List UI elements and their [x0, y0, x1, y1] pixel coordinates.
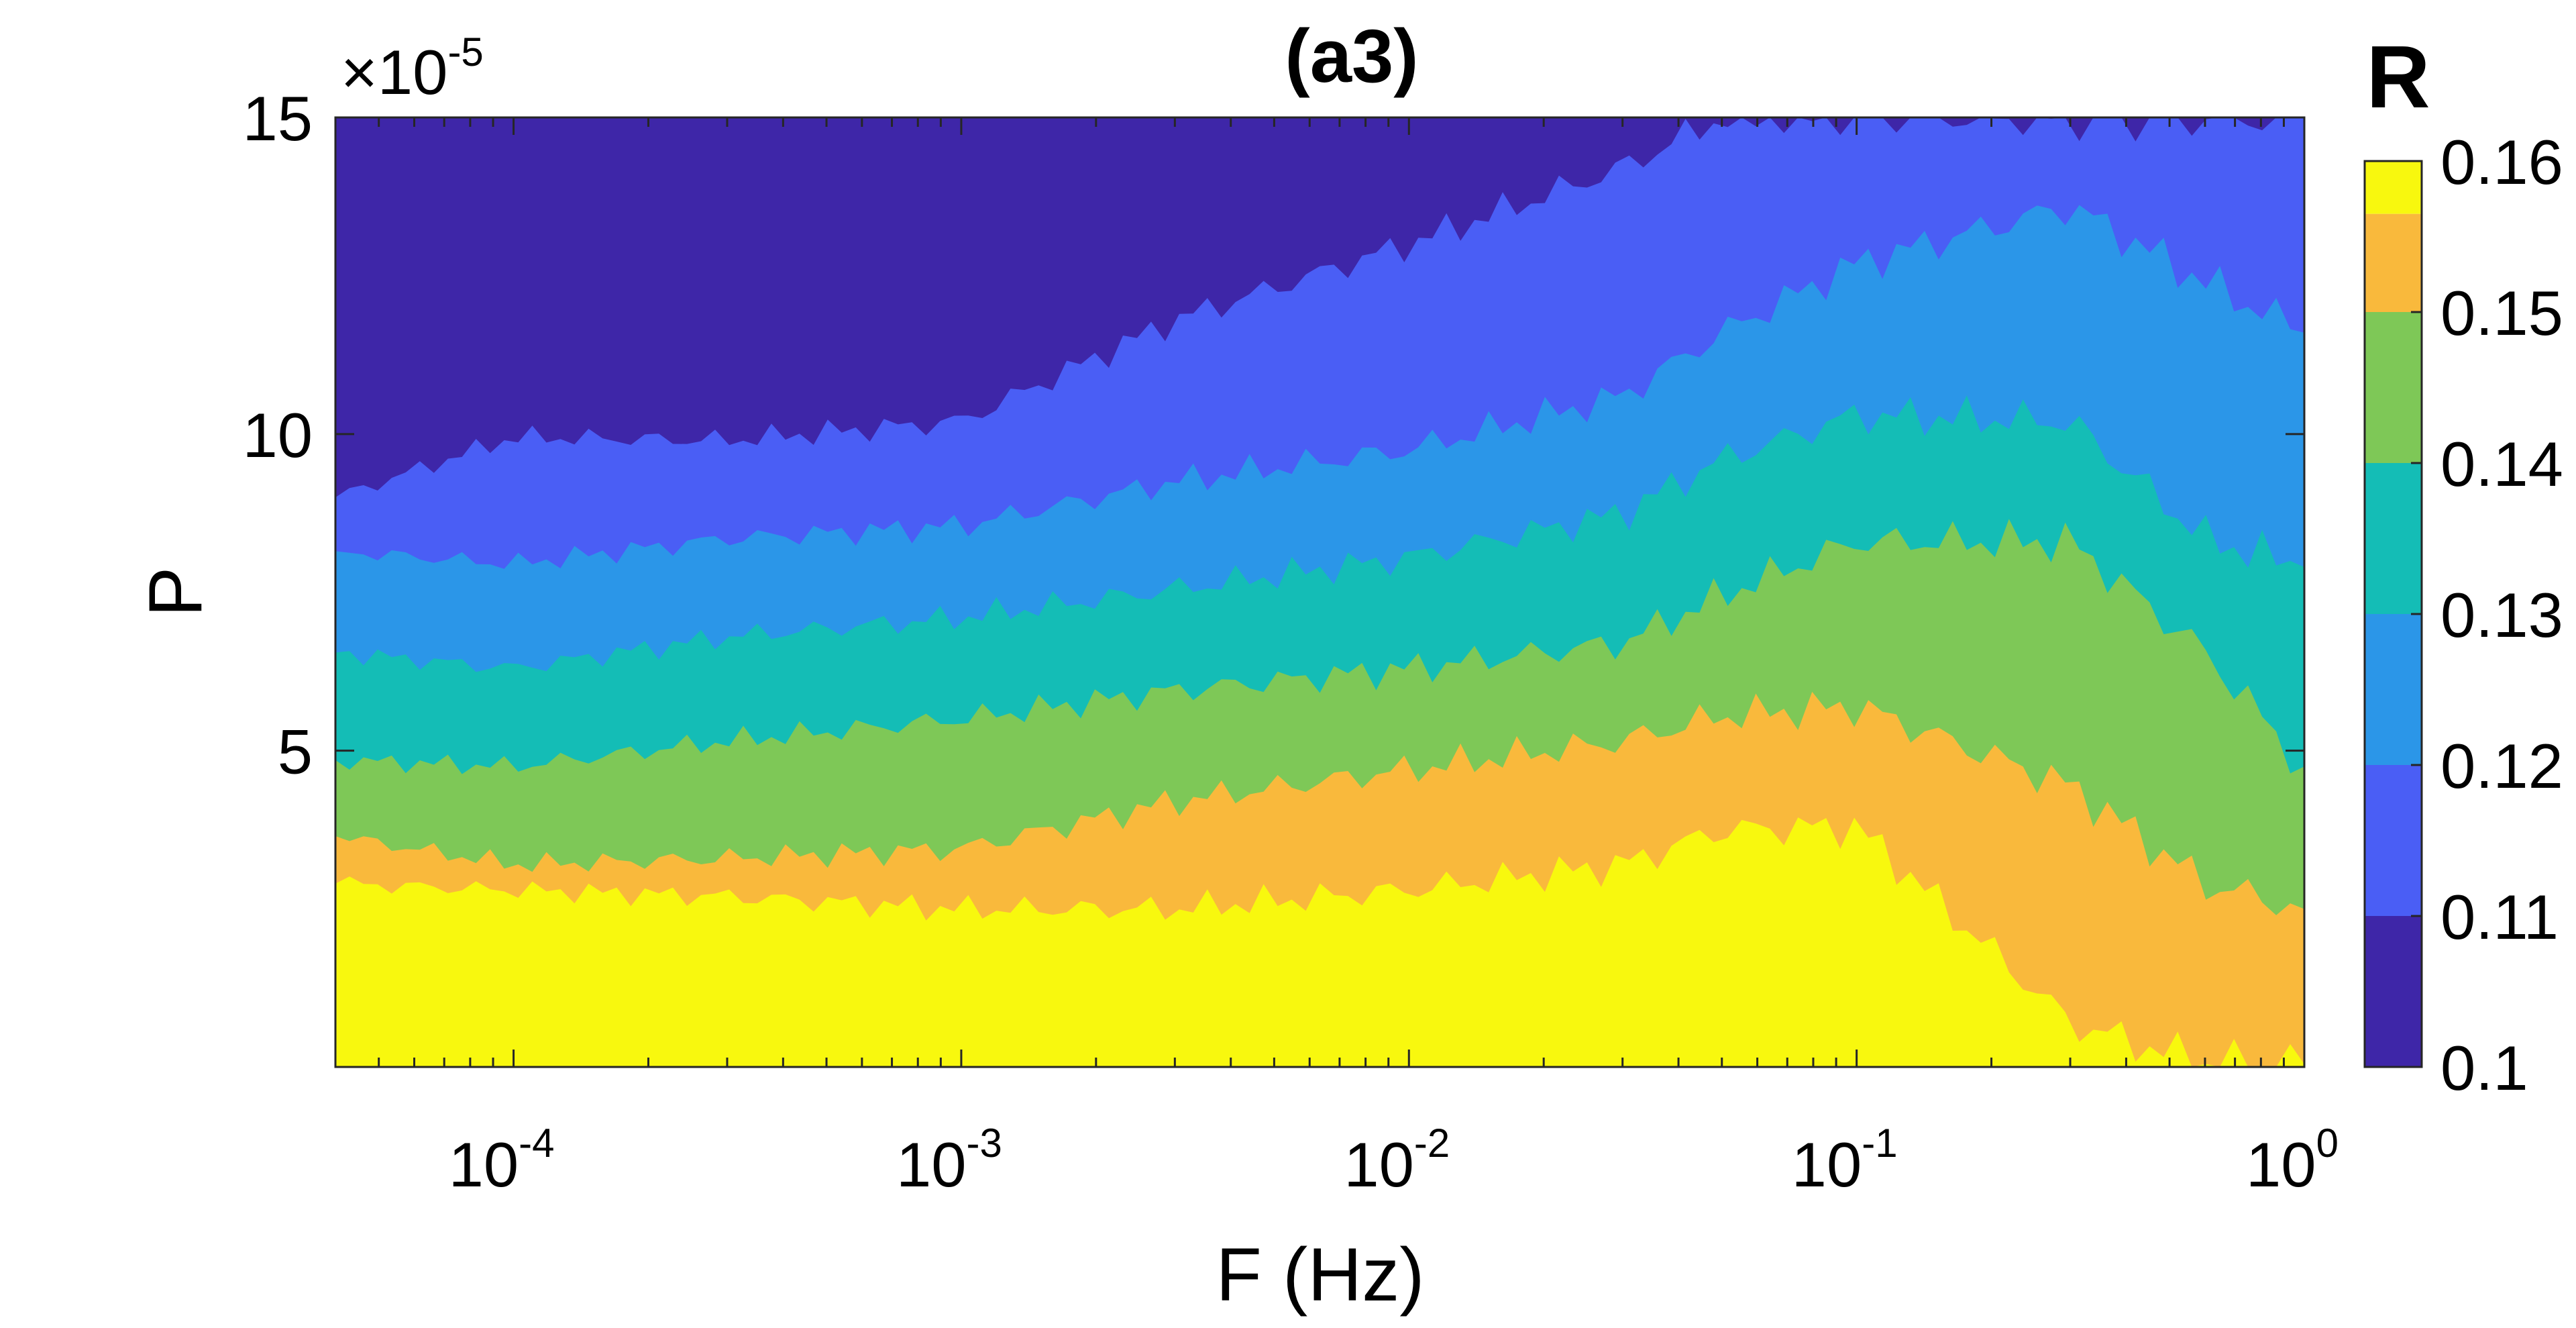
y-tick-label: 10 [242, 400, 313, 470]
colorbar-segment [2365, 463, 2422, 614]
colorbar-segment [2365, 765, 2422, 916]
x-tick-label: 10-1 [1792, 1121, 1898, 1200]
colorbar-segment-top [2365, 161, 2422, 214]
colorbar-segment [2365, 614, 2422, 765]
y-multiplier: ×10-5 [341, 30, 484, 107]
x-tick-label: 100 [2246, 1121, 2339, 1200]
colorbar-segment [2365, 213, 2422, 312]
x-axis-ticks: 10-4 10-3 10-2 10-1 100 [334, 117, 2339, 1200]
colorbar-tick-label: 0.12 [2440, 731, 2563, 801]
hotspot-3 [1270, 1015, 1316, 1067]
x-axis-label: F (Hz) [1216, 1233, 1424, 1317]
colorbar: 0.1 0.11 0.12 0.13 0.14 0.15 0.16 [2363, 127, 2563, 1103]
hotspot-6 [1656, 1021, 1702, 1057]
y-tick-label: 5 [278, 717, 313, 787]
colorbar-tick-label: 0.14 [2440, 429, 2563, 499]
colorbar-tick-label: 0.13 [2440, 580, 2563, 650]
hotspot-1 [914, 997, 989, 1056]
plot-frame [334, 116, 2306, 1068]
y-tick-label: 15 [242, 83, 313, 154]
colorbar-tick-label: 0.11 [2440, 882, 2559, 952]
hotspot-regions [690, 990, 1702, 1067]
colorbar-tick-label: 0.1 [2440, 1033, 2528, 1103]
x-tick-label: 10-3 [896, 1121, 1002, 1200]
colorbar-tick-label: 0.16 [2440, 127, 2563, 197]
y-axis-label: P [133, 567, 217, 617]
hotspot-2 [1023, 1031, 1128, 1066]
colorbar-segment [2365, 312, 2422, 463]
y-axis-ticks: 5 10 15 [242, 83, 2304, 787]
x-tick-label: 10-4 [449, 1121, 555, 1200]
colorbar-label: R [2366, 28, 2430, 126]
colorbar-segment [2365, 916, 2422, 1067]
colorbar-tick-label: 0.15 [2440, 278, 2563, 348]
hotspot-5 [1509, 990, 1615, 1050]
chart-title: (a3) [1285, 14, 1418, 98]
contour-band-0-16 [335, 817, 2304, 1067]
plot-area [334, 116, 2306, 1068]
contour-bands [335, 117, 2304, 1067]
hotspot-0 [690, 1040, 737, 1067]
x-tick-label: 10-2 [1344, 1121, 1450, 1200]
